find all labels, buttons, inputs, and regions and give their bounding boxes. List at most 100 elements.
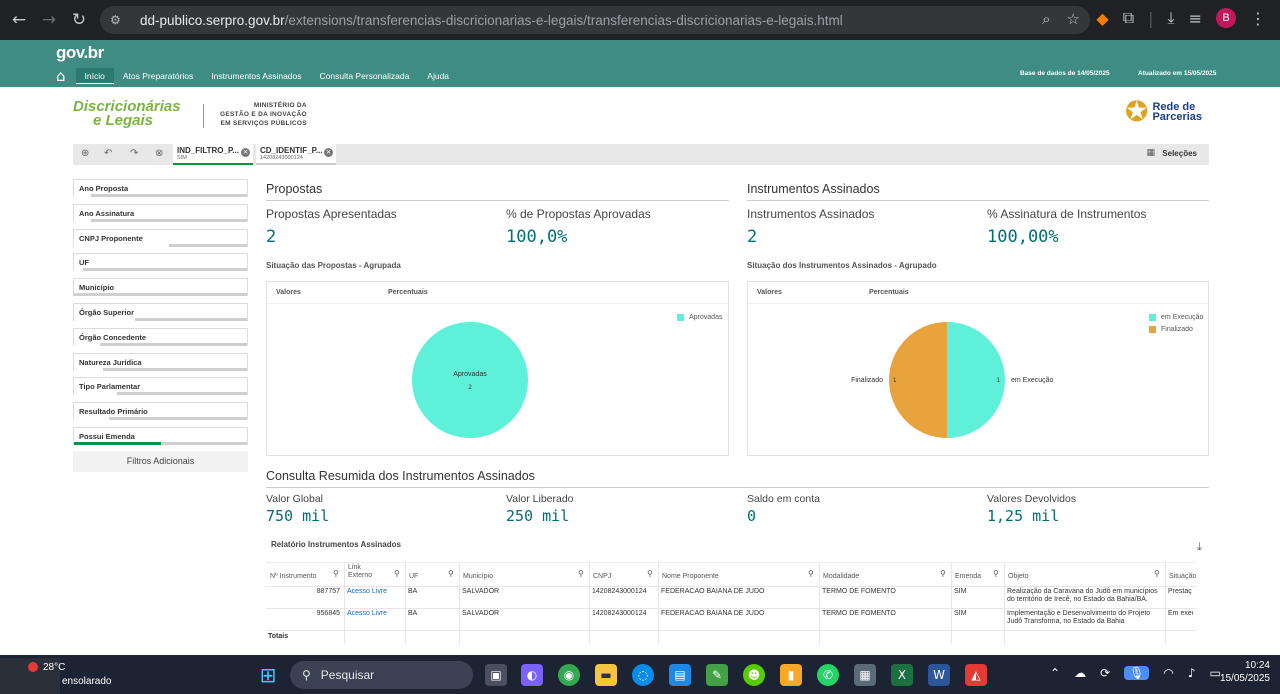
calculator-icon[interactable]: ▦ bbox=[854, 664, 876, 686]
filter-item[interactable]: Possui Emenda bbox=[73, 426, 248, 445]
close-icon[interactable]: × bbox=[324, 148, 333, 157]
filter-item[interactable]: CNPJ Proponente bbox=[73, 228, 248, 247]
filter-item[interactable]: Órgão Superior bbox=[73, 302, 248, 321]
selection-chip[interactable]: IND_FILTRO_P... SIM × bbox=[173, 144, 253, 165]
column-header[interactable]: Emenda bbox=[955, 573, 982, 580]
download-icon[interactable]: ⤓ bbox=[1197, 540, 1202, 553]
nav-consulta-personalizada[interactable]: Consulta Personalizada bbox=[319, 71, 410, 81]
windows-start-icon[interactable]: ⊞ bbox=[259, 663, 277, 687]
column-header[interactable]: Município bbox=[463, 573, 493, 580]
tab-valores[interactable]: Valores bbox=[276, 289, 301, 296]
extensions-puzzle-icon[interactable]: ⧉ bbox=[1122, 8, 1135, 27]
filter-item[interactable]: Ano Assinatura bbox=[73, 203, 248, 222]
filter-item[interactable]: Resultado Primário bbox=[73, 402, 248, 421]
reading-list-icon[interactable]: ≡ bbox=[1188, 8, 1202, 28]
word-icon[interactable]: W bbox=[928, 664, 950, 686]
menu-kebab-icon[interactable]: ⋮ bbox=[1250, 8, 1266, 28]
selections-button[interactable]: Seleções bbox=[1162, 149, 1197, 158]
column-header[interactable]: Objeto bbox=[1008, 573, 1029, 580]
legend-item[interactable]: em Execução bbox=[1149, 314, 1203, 321]
filter-item[interactable]: Município bbox=[73, 278, 248, 297]
column-header[interactable]: Situação bbox=[1169, 573, 1196, 580]
edge-icon[interactable]: ◌ bbox=[632, 664, 654, 686]
microphone-icon[interactable]: 🎙 bbox=[1124, 666, 1150, 680]
external-link[interactable]: Acesso Livre bbox=[347, 610, 388, 617]
filter-item[interactable]: Tipo Parlamentar bbox=[73, 377, 248, 396]
site-info-icon[interactable]: ⚙ bbox=[110, 13, 121, 27]
pie-slice-em-execucao[interactable] bbox=[947, 322, 1005, 438]
column-search-icon[interactable]: ⚲ bbox=[578, 569, 584, 578]
nav-ajuda[interactable]: Ajuda bbox=[427, 71, 450, 81]
nav-inicio[interactable]: Início bbox=[75, 68, 114, 84]
column-search-icon[interactable]: ⚲ bbox=[993, 569, 999, 578]
extension-fox-icon[interactable]: ◆ bbox=[1096, 8, 1109, 28]
chevron-up-icon[interactable]: ⌃ bbox=[1050, 666, 1061, 680]
power-bi-icon[interactable]: ▮ bbox=[780, 664, 802, 686]
bookmark-star-icon[interactable]: ☆ bbox=[1066, 10, 1080, 28]
legend-item[interactable]: Finalizado bbox=[1149, 326, 1193, 333]
store-icon[interactable]: ▤ bbox=[669, 664, 691, 686]
column-header[interactable]: Link Externo bbox=[348, 564, 373, 579]
external-link[interactable]: Acesso Livre bbox=[347, 588, 388, 595]
profile-avatar[interactable]: B bbox=[1216, 8, 1236, 28]
sync-icon[interactable]: ⟳ bbox=[1100, 666, 1111, 680]
column-header[interactable]: Nº Instrumento bbox=[270, 573, 317, 580]
pdf-icon[interactable]: ◭ bbox=[965, 664, 987, 686]
column-header[interactable]: UF bbox=[409, 573, 419, 580]
clock[interactable]: 10:24 15/05/2025 bbox=[1219, 660, 1270, 684]
column-search-icon[interactable]: ⚲ bbox=[394, 569, 400, 578]
volume-icon[interactable]: ♪ bbox=[1187, 666, 1196, 680]
govbr-logo[interactable]: gov.br bbox=[56, 43, 104, 62]
nav-instrumentos-assinados[interactable]: Instrumentos Assinados bbox=[211, 71, 302, 81]
column-search-icon[interactable]: ⚲ bbox=[1154, 569, 1160, 578]
legend-item[interactable]: Aprovadas bbox=[677, 314, 722, 321]
nav-atos-preparatorios[interactable]: Atos Preparatórios bbox=[122, 71, 194, 81]
smart-search-icon[interactable]: ⊕ bbox=[81, 148, 90, 159]
column-header[interactable]: Nome Proponente bbox=[662, 573, 719, 580]
column-search-icon[interactable]: ⚲ bbox=[808, 569, 814, 578]
file-explorer-icon[interactable]: ▬ bbox=[595, 664, 617, 686]
selections-grid-icon[interactable]: ▦ bbox=[1146, 148, 1155, 158]
column-search-icon[interactable]: ⚲ bbox=[333, 569, 339, 578]
clear-selections-icon[interactable]: ⊗ bbox=[155, 148, 164, 159]
tab-valores[interactable]: Valores bbox=[757, 289, 782, 296]
step-back-icon[interactable]: ↶ bbox=[104, 148, 113, 159]
filter-item[interactable]: Órgão Concedente bbox=[73, 327, 248, 346]
address-bar[interactable]: ⚙ dd-publico.serpro.gov.br/extensions/tr… bbox=[100, 6, 1090, 34]
tab-percentuais[interactable]: Percentuais bbox=[869, 289, 909, 296]
download-icon[interactable]: ⤓ bbox=[1167, 8, 1175, 27]
battery-icon[interactable]: ▭ bbox=[1209, 666, 1221, 680]
table-cell: SALVADOR bbox=[462, 610, 500, 617]
zoom-icon[interactable]: ⌕ bbox=[1042, 10, 1051, 28]
pie-slice-finalizado[interactable] bbox=[889, 322, 947, 438]
pie-slice-aprovadas[interactable] bbox=[412, 322, 528, 438]
reload-icon[interactable]: ↻ bbox=[71, 10, 87, 30]
selection-chip[interactable]: CD_IDENTIF_P... 14208243000124 × bbox=[256, 144, 336, 165]
column-search-icon[interactable]: ⚲ bbox=[940, 569, 946, 578]
game-icon[interactable]: ✎ bbox=[706, 664, 728, 686]
filter-item[interactable]: UF bbox=[73, 253, 248, 272]
wifi-icon[interactable]: ◠ bbox=[1163, 666, 1174, 680]
taskbar-search[interactable]: ⚲ Pesquisar bbox=[290, 661, 473, 689]
task-view-icon[interactable]: ▣ bbox=[485, 664, 507, 686]
close-icon[interactable]: × bbox=[241, 148, 250, 157]
filter-item[interactable]: Natureza Jurídica bbox=[73, 352, 248, 371]
duolingo-icon[interactable]: ☻ bbox=[743, 664, 765, 686]
column-header[interactable]: CNPJ bbox=[593, 573, 612, 580]
filtros-adicionais-button[interactable]: Filtros Adicionais bbox=[73, 451, 248, 472]
back-arrow-icon[interactable]: ← bbox=[11, 10, 27, 30]
column-search-icon[interactable]: ⚲ bbox=[448, 569, 454, 578]
excel-icon[interactable]: X bbox=[891, 664, 913, 686]
tab-percentuais[interactable]: Percentuais bbox=[388, 289, 428, 296]
filter-item[interactable]: Ano Proposta bbox=[73, 179, 248, 197]
step-forward-icon[interactable]: ↷ bbox=[130, 148, 139, 159]
cloud-icon[interactable]: ☁ bbox=[1074, 666, 1087, 680]
column-search-icon[interactable]: ⚲ bbox=[647, 569, 653, 578]
column-header[interactable]: Modalidade bbox=[823, 573, 860, 580]
copilot-icon[interactable]: ◐ bbox=[521, 664, 543, 686]
chrome-icon[interactable]: ◉ bbox=[558, 664, 580, 686]
forward-arrow-icon[interactable]: → bbox=[41, 10, 57, 30]
whatsapp-icon[interactable]: ✆ bbox=[817, 664, 839, 686]
column-divider bbox=[344, 563, 345, 644]
home-icon[interactable]: ⌂ bbox=[56, 67, 66, 85]
